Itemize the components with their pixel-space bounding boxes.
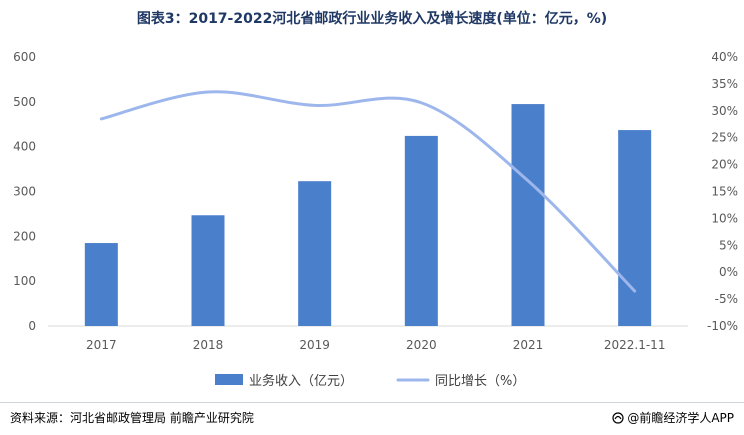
right-tick-label: 0% (719, 265, 738, 279)
bar (84, 243, 118, 326)
left-tick-label: 500 (13, 95, 36, 109)
right-tick-label: -5% (715, 292, 738, 306)
right-tick-label: 30% (711, 104, 738, 118)
bar (404, 135, 438, 326)
left-tick-label: 300 (13, 185, 36, 199)
right-tick-label: 40% (711, 50, 738, 64)
growth-line (99, 90, 637, 293)
bar (511, 104, 545, 326)
legend-bar-label: 业务收入（亿元） (249, 373, 353, 389)
bar (618, 130, 652, 326)
bar-series (84, 104, 652, 326)
right-tick-label: -10% (707, 319, 738, 333)
footer-divider (0, 402, 744, 403)
left-tick-label: 200 (13, 229, 36, 243)
x-tick-label: 2020 (406, 338, 437, 352)
x-tick-label: 2018 (193, 338, 224, 352)
brand-logo-icon (612, 411, 624, 424)
right-tick-label: 25% (711, 131, 738, 145)
brand-text: @前瞻经济学人APP (627, 411, 734, 425)
legend: 业务收入（亿元） 同比增长（%） (215, 373, 525, 389)
x-tick-label: 2022.1-11 (604, 338, 666, 352)
left-tick-label: 100 (13, 274, 36, 288)
source-note: 资料来源：河北省邮政管理局 前瞻产业研究院 (10, 411, 254, 425)
legend-bar-swatch (215, 374, 243, 385)
right-tick-label: 35% (711, 77, 738, 91)
footer: 资料来源：河北省邮政管理局 前瞻产业研究院 @前瞻经济学人APP (0, 402, 744, 435)
x-tick-label: 2019 (299, 338, 330, 352)
left-tick-label: 400 (13, 140, 36, 154)
bar (191, 215, 225, 326)
chart: 0 100 200 300 400 500 600 -10% -5% 0% 5% 10% 15% 20%… (13, 50, 738, 389)
x-tick-label: 2021 (513, 338, 544, 352)
legend-line-label: 同比增长（%） (435, 374, 525, 389)
left-tick-label: 0 (28, 319, 36, 333)
chart-title: 图表3：2017-2022河北省邮政行业业务收入及增长速度(单位：亿元，%) (136, 11, 608, 27)
right-tick-label: 20% (711, 158, 738, 172)
x-axis: 2017 2018 2019 2020 2021 2022.1-11 (86, 338, 665, 352)
brand: @前瞻经济学人APP (612, 409, 734, 426)
left-axis: 0 100 200 300 400 500 600 (13, 50, 36, 333)
right-tick-label: 10% (711, 211, 738, 225)
x-tick-label: 2017 (86, 338, 117, 352)
right-tick-label: 15% (711, 185, 738, 199)
bar (298, 181, 332, 326)
right-tick-label: 5% (719, 238, 738, 252)
left-tick-label: 600 (13, 50, 36, 64)
right-axis: -10% -5% 0% 5% 10% 15% 20% 25% 30% 35% 40% (707, 50, 738, 333)
